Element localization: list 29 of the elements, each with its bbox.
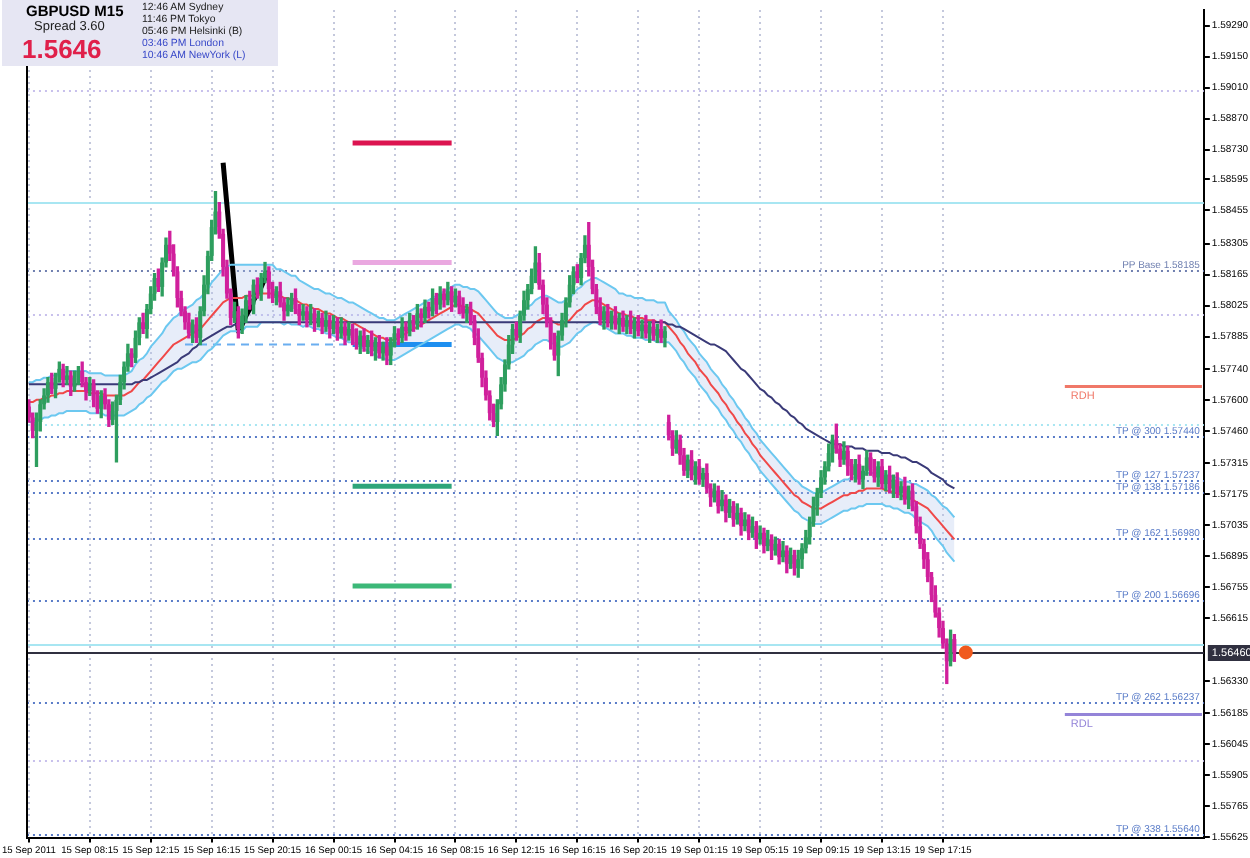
candlestick: [194, 317, 199, 343]
candlestick: [434, 292, 439, 315]
candlestick: [792, 549, 797, 576]
candlestick: [373, 337, 378, 361]
candlestick: [891, 474, 896, 498]
candlestick: [350, 323, 355, 346]
candlestick: [693, 461, 698, 485]
candlestick: [335, 317, 340, 341]
candlestick: [601, 306, 606, 330]
candlestick: [731, 501, 736, 527]
candlestick: [76, 365, 81, 386]
annotation: 1.5646: [22, 34, 102, 64]
candlestick: [868, 452, 873, 476]
candlestick: [72, 370, 77, 392]
candlestick: [312, 308, 317, 332]
candlestick: [255, 277, 260, 299]
candlestick: [274, 286, 279, 306]
candlestick: [773, 536, 778, 556]
candlestick: [769, 534, 774, 561]
candlestick: [880, 459, 885, 490]
candlestick: [91, 379, 96, 408]
candlestick: [342, 321, 347, 346]
candlestick: [613, 306, 618, 330]
candlestick: [872, 459, 877, 483]
candlestick: [701, 467, 706, 487]
candlestick: [952, 634, 957, 662]
candlestick: [632, 317, 637, 339]
candlestick: [651, 319, 656, 341]
candlestick: [514, 321, 519, 341]
